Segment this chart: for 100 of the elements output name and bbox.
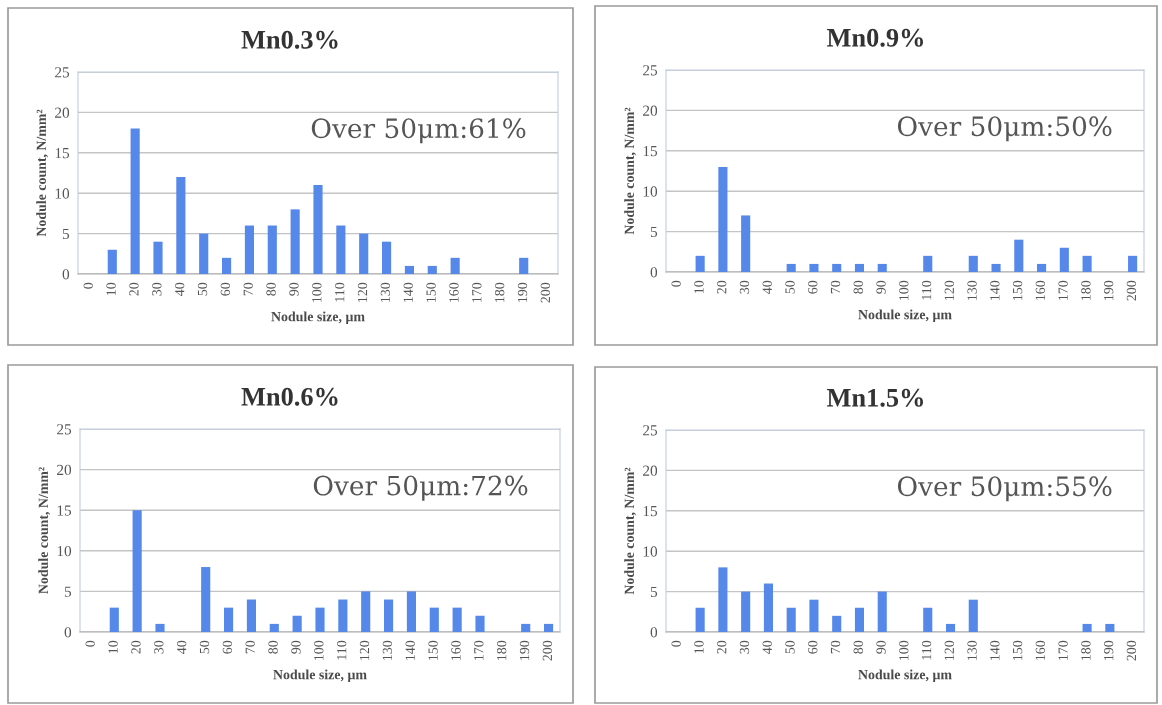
- x-tick-label: 70: [830, 640, 841, 654]
- x-tick-label: 160: [1035, 280, 1046, 300]
- x-tick-label: 170: [474, 640, 484, 660]
- annotation: Over 50μm:61%: [311, 118, 526, 144]
- bar: [155, 623, 165, 632]
- annotation: Over 50μm:72%: [313, 475, 528, 501]
- x-tick-label: 110: [921, 640, 932, 660]
- x-tick-label: 120: [359, 640, 370, 660]
- y-tick-label: 25: [643, 425, 658, 436]
- x-tick-label: 30: [152, 282, 162, 296]
- bar: [199, 233, 209, 274]
- bar: [877, 263, 887, 272]
- x-tick-label: 60: [808, 640, 818, 654]
- x-tick-label: 50: [199, 640, 210, 654]
- x-tick-label: 180: [496, 640, 507, 660]
- annotation: Over 50μm:50%: [897, 116, 1112, 142]
- y-tick-label: 15: [55, 148, 70, 159]
- x-tick-label: 10: [106, 282, 116, 295]
- x-tick-label: 100: [314, 640, 324, 660]
- y-tick-label: 5: [64, 586, 72, 597]
- bar: [854, 263, 865, 272]
- y-tick-label: 0: [64, 627, 72, 638]
- y-tick-label: 20: [643, 465, 658, 476]
- bar: [130, 128, 140, 274]
- bar: [877, 591, 887, 632]
- bar: [1105, 623, 1115, 632]
- bar: [313, 185, 323, 274]
- bar: [1037, 263, 1047, 272]
- y-tick-label: 0: [650, 627, 658, 638]
- bar: [718, 166, 728, 272]
- x-tick-label: 90: [876, 280, 886, 294]
- x-tick-label: 190: [1103, 640, 1114, 660]
- bar: [427, 265, 437, 274]
- y-tick-label: 15: [643, 146, 658, 157]
- x-tick-label: 0: [83, 282, 93, 289]
- x-tick-label: 20: [131, 640, 141, 654]
- x-tick-label: 80: [853, 280, 863, 294]
- bar: [809, 263, 819, 272]
- bar: [923, 255, 933, 272]
- y-axis-title: Nodule count, N/mm²: [36, 109, 49, 237]
- x-tick-label: 30: [739, 640, 750, 654]
- x-tick-label: 170: [472, 282, 482, 302]
- bar: [338, 599, 348, 632]
- y-axis-title: Nodule count, N/mm²: [38, 467, 51, 594]
- bar: [269, 623, 279, 632]
- bar: [361, 591, 371, 632]
- x-tick-label: 50: [197, 282, 208, 296]
- x-tick-label: 150: [1012, 280, 1023, 300]
- x-axis-title: Nodule size, µm: [858, 669, 952, 683]
- y-tick-label: 20: [55, 107, 70, 118]
- x-tick-label: 200: [1126, 280, 1137, 301]
- bar: [968, 599, 978, 632]
- x-tick-label: 40: [762, 640, 772, 654]
- y-tick-label: 10: [55, 188, 70, 199]
- bar: [384, 599, 394, 632]
- x-axis-title: Nodule size, µm: [858, 309, 952, 323]
- y-tick-label: 0: [62, 269, 70, 280]
- x-tick-label: 110: [336, 640, 347, 660]
- bar: [1082, 623, 1092, 632]
- x-tick-label: 100: [899, 280, 909, 300]
- bar: [267, 225, 277, 274]
- x-tick-label: 40: [174, 282, 185, 296]
- x-tick-label: 0: [671, 280, 681, 287]
- bar: [1082, 255, 1092, 272]
- x-tick-label: 200: [1126, 640, 1137, 661]
- bar: [695, 255, 705, 272]
- bar: [991, 263, 1001, 272]
- y-tick-label: 5: [650, 226, 658, 238]
- y-tick-label: 15: [643, 506, 658, 517]
- x-tick-label: 130: [967, 640, 977, 660]
- x-axis-title: Nodule size, µm: [271, 311, 365, 325]
- bar: [923, 607, 933, 632]
- bar: [786, 607, 796, 632]
- bar: [854, 607, 865, 632]
- x-tick-label: 120: [944, 280, 954, 300]
- bar: [945, 623, 956, 632]
- x-tick-label: 90: [876, 640, 886, 654]
- bar: [968, 255, 978, 272]
- x-tick-label: 140: [405, 640, 415, 660]
- x-tick-label: 120: [944, 640, 954, 660]
- bar: [809, 599, 819, 632]
- x-tick-label: 160: [451, 640, 461, 660]
- x-tick-label: 40: [176, 640, 187, 654]
- y-axis-title: Nodule count, N/mm²: [624, 467, 637, 595]
- x-tick-label: 130: [380, 282, 391, 302]
- x-tick-label: 190: [519, 640, 530, 660]
- y-tick-label: 10: [643, 546, 658, 557]
- y-tick-label: 20: [57, 464, 72, 476]
- x-tick-label: 150: [428, 640, 438, 660]
- x-tick-label: 160: [449, 282, 459, 302]
- x-tick-label: 50: [785, 640, 795, 654]
- x-tick-label: 80: [266, 282, 276, 296]
- x-tick-label: 130: [382, 640, 393, 660]
- x-tick-label: 60: [220, 282, 231, 296]
- x-tick-label: 140: [403, 282, 413, 302]
- x-tick-label: 10: [694, 280, 704, 293]
- x-tick-label: 150: [1012, 640, 1023, 660]
- bar: [519, 257, 529, 274]
- x-tick-label: 40: [762, 280, 772, 294]
- bar: [741, 591, 751, 632]
